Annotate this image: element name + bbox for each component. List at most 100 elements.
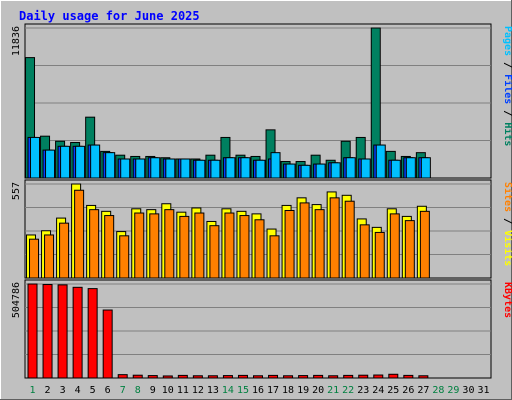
x-label-day-5: 5 <box>90 385 96 396</box>
panel-kbytes: 504786 KBytes <box>11 279 512 379</box>
legend-entry: Visits <box>502 230 512 266</box>
bar-sites-day-11 <box>179 215 190 279</box>
bar-kbytes-day-8 <box>132 374 143 379</box>
bar-pages-day-23 <box>360 158 371 179</box>
x-label-day-16: 16 <box>252 385 264 396</box>
legend-entry: Pages <box>502 26 512 56</box>
bar-kbytes-day-15 <box>237 374 248 379</box>
y-max-label: 557 <box>11 182 22 200</box>
bar-pages-day-11 <box>180 158 191 179</box>
legend-entry: Sites <box>502 182 512 212</box>
legend-visits-sites: Sites / Visits <box>502 182 512 266</box>
bar-sites-day-4 <box>74 189 85 279</box>
bar-kbytes-day-12 <box>192 375 203 379</box>
bar-sites-day-15 <box>239 215 250 279</box>
legend-entry: / <box>502 212 512 230</box>
legend-entry: / <box>502 104 512 122</box>
x-label-day-21: 21 <box>327 385 339 396</box>
bar-sites-day-14 <box>224 212 235 279</box>
bar-pages-day-9 <box>150 157 161 179</box>
bar-pages-day-8 <box>135 158 146 179</box>
bar-pages-day-13 <box>210 159 221 179</box>
bar-sites-day-18 <box>284 209 295 279</box>
bar-kbytes-day-21 <box>328 375 339 379</box>
bar-pages-day-22 <box>345 157 356 179</box>
panel-hits-files-pages: 11836 Pages / Files / Hits <box>11 23 512 179</box>
bar-sites-day-5 <box>89 209 100 279</box>
x-label-day-23: 23 <box>357 385 369 396</box>
x-label-day-18: 18 <box>282 385 294 396</box>
x-label-day-19: 19 <box>297 385 309 396</box>
bar-sites-day-22 <box>344 200 355 279</box>
bar-kbytes-day-6 <box>102 309 113 379</box>
bar-pages-day-2 <box>45 149 56 179</box>
bar-pages-day-12 <box>195 159 206 179</box>
bar-sites-day-10 <box>164 209 175 279</box>
x-label-day-17: 17 <box>267 385 279 396</box>
bar-kbytes-day-10 <box>162 375 173 379</box>
bar-sites-day-24 <box>374 231 385 279</box>
x-label-day-20: 20 <box>312 385 324 396</box>
bar-pages-day-1 <box>30 136 41 179</box>
bar-sites-day-17 <box>269 235 280 279</box>
bar-sites-day-7 <box>119 235 130 279</box>
bar-kbytes-day-25 <box>388 373 399 379</box>
bar-pages-day-24 <box>375 144 386 179</box>
bar-kbytes-day-17 <box>268 374 279 379</box>
x-label-day-28: 28 <box>432 385 444 396</box>
legend-kbytes: KBytes <box>502 282 512 318</box>
bar-sites-day-16 <box>254 219 265 279</box>
bar-pages-day-4 <box>75 145 86 179</box>
x-label-day-24: 24 <box>372 385 384 396</box>
x-label-day-26: 26 <box>402 385 414 396</box>
bar-kbytes-day-23 <box>358 374 369 379</box>
bar-sites-day-12 <box>194 212 205 279</box>
x-label-day-9: 9 <box>150 385 156 396</box>
x-label-day-3: 3 <box>60 385 66 396</box>
bar-kbytes-day-13 <box>207 375 218 379</box>
x-label-day-14: 14 <box>222 385 234 396</box>
bar-kbytes-day-20 <box>313 374 324 379</box>
bar-sites-day-19 <box>299 202 310 279</box>
panel-frame <box>24 279 492 379</box>
bar-kbytes-day-11 <box>177 374 188 379</box>
bar-sites-day-8 <box>134 212 145 279</box>
bar-kbytes-day-19 <box>298 375 309 379</box>
bar-sites-day-9 <box>149 213 160 279</box>
x-label-day-6: 6 <box>105 385 111 396</box>
bar-pages-day-3 <box>60 145 71 179</box>
bar-sites-day-26 <box>404 220 415 279</box>
x-label-day-8: 8 <box>135 385 141 396</box>
bar-kbytes-day-22 <box>343 374 354 379</box>
bar-pages-day-15 <box>240 157 251 179</box>
legend-entry: Hits <box>502 122 512 146</box>
bar-kbytes-day-7 <box>117 374 128 379</box>
chart-title: Daily usage for June 2025 <box>19 9 200 23</box>
bar-sites-day-2 <box>44 234 55 279</box>
bar-pages-day-6 <box>105 152 116 179</box>
x-axis-labels: 1 2 3 4 5 6 7 8 9 10 11 12 13 14 15 16 17 18 19 20 21 22 23 24 2… <box>30 385 490 396</box>
bar-pages-day-10 <box>165 158 176 179</box>
bar-pages-day-5 <box>90 144 101 179</box>
x-label-day-13: 13 <box>207 385 219 396</box>
bar-sites-day-13 <box>209 225 220 279</box>
bar-sites-day-25 <box>389 213 400 279</box>
x-label-day-11: 11 <box>177 385 189 396</box>
bar-kbytes-day-18 <box>283 375 294 379</box>
bar-kbytes-day-16 <box>253 375 263 379</box>
x-label-day-29: 29 <box>447 385 459 396</box>
x-label-day-15: 15 <box>237 385 249 396</box>
bar-kbytes-day-9 <box>147 375 158 379</box>
x-label-day-31: 31 <box>477 385 489 396</box>
bar-pages-day-7 <box>120 158 131 179</box>
bar-sites-day-6 <box>104 215 115 279</box>
chart-panels: 11836 Pages / Files / Hits 557 Sites / Visi… <box>11 23 512 379</box>
x-label-day-1: 1 <box>30 385 36 396</box>
y-max-label: 504786 <box>11 282 22 318</box>
bar-pages-day-25 <box>390 159 401 179</box>
x-label-day-22: 22 <box>342 385 354 396</box>
bar-pages-day-17 <box>270 152 281 179</box>
bar-sites-day-23 <box>359 224 370 279</box>
bar-kbytes-day-24 <box>373 374 384 379</box>
